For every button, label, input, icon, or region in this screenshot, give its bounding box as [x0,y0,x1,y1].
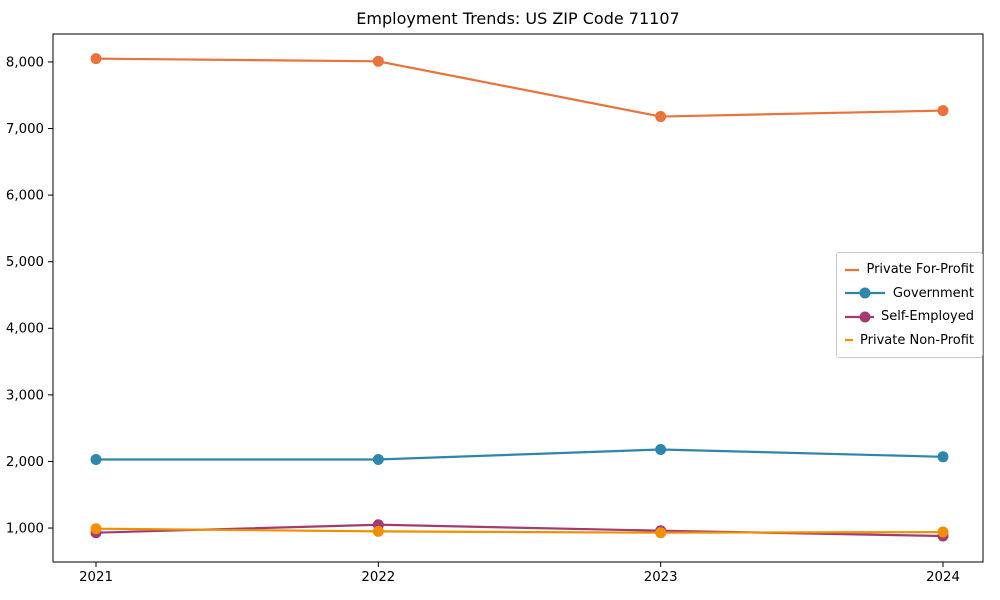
y-tick-label: 8,000 [6,55,44,70]
series-line-private-for-profit [95,57,944,118]
legend-label: Self-Employed [880,309,974,325]
legend-item-private-for-profit: Private For-Profit [844,258,974,282]
legend-item-self-employed: Self-Employed [844,305,974,329]
series-line-government [96,448,944,461]
y-tick-label: 5,000 [6,255,44,270]
y-tick-label: 7,000 [6,122,44,137]
line-marker-icon [845,311,874,323]
data-point-private-non-profit-2024 [937,526,949,538]
legend-label: Government [892,285,974,301]
legend-item-government: Government [844,282,974,306]
data-point-private-non-profit-2022 [372,525,384,537]
data-point-private-non-profit-2023 [655,527,667,539]
line-marker-icon [845,287,885,299]
data-point-government-2024 [937,451,949,463]
line-marker-icon [845,339,854,342]
y-tick-label: 1,000 [6,521,44,536]
series-line-private-non-profit [95,527,944,534]
legend: Private For-Profit Government Self-Emplo… [836,252,983,358]
legend-label: Private Non-Profit [860,332,974,348]
data-point-private-for-profit-2023 [655,111,667,123]
x-tick-label: 2023 [644,570,678,585]
legend-label: Private For-Profit [866,262,974,278]
y-tick-label: 6,000 [6,189,44,204]
chart-title: Employment Trends: US ZIP Code 71107 [356,9,680,28]
y-tick-label: 4,000 [6,322,44,337]
x-tick-label: 2021 [79,570,113,585]
axes-spines [52,33,984,563]
line-marker-icon [845,268,860,271]
data-point-government-2023 [655,443,667,455]
x-tick-label: 2022 [361,570,395,585]
data-point-private-for-profit-2024 [937,105,949,117]
y-tick-label: 3,000 [6,388,44,403]
data-point-government-2022 [372,453,384,465]
data-point-government-2021 [90,453,102,465]
legend-item-private-non-profit: Private Non-Profit [844,329,974,353]
data-point-private-non-profit-2021 [90,523,102,535]
data-point-private-for-profit-2021 [90,53,102,65]
data-point-private-for-profit-2022 [372,55,384,67]
y-tick-label: 2,000 [6,455,44,470]
x-tick-label: 2024 [926,570,960,585]
